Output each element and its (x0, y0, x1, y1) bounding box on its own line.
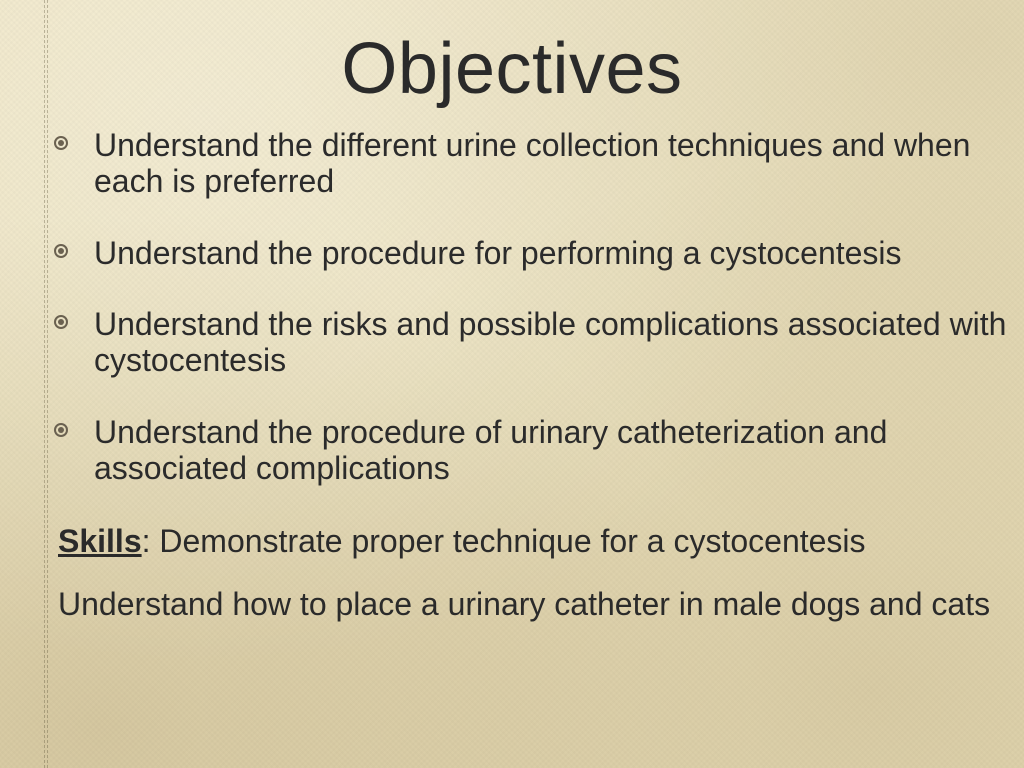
skills-label: Skills (58, 523, 142, 559)
footer-line: Understand how to place a urinary cathet… (58, 586, 1014, 623)
slide-title: Objectives (0, 28, 1024, 110)
objectives-list: Understand the different urine collectio… (88, 128, 1016, 487)
list-item: Understand the procedure for performing … (88, 236, 1016, 272)
list-item: Understand the procedure of urinary cath… (88, 415, 1016, 487)
slide-background: Objectives Understand the different urin… (0, 0, 1024, 768)
skills-text: : Demonstrate proper technique for a cys… (142, 523, 866, 559)
list-item: Understand the risks and possible compli… (88, 307, 1016, 379)
binder-strip (44, 0, 48, 768)
skills-line: Skills: Demonstrate proper technique for… (58, 523, 1014, 560)
list-item: Understand the different urine collectio… (88, 128, 1016, 200)
